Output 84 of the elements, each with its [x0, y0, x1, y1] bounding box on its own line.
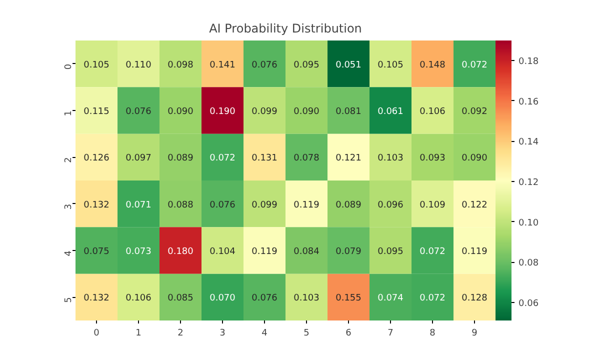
data-label: 0.085: [168, 294, 194, 304]
x-tick-label: 5: [304, 328, 310, 338]
data-label: 0.115: [84, 107, 110, 117]
x-tick-label: 0: [94, 328, 100, 338]
data-label: 0.099: [252, 107, 278, 117]
color-bar-label: 0.18: [518, 57, 539, 68]
data-label: 0.070: [210, 294, 236, 304]
data-label: 0.089: [336, 200, 362, 210]
x-tick-label: 7: [388, 328, 394, 338]
data-label: 0.093: [420, 154, 446, 164]
data-label: 0.097: [126, 154, 152, 164]
data-label: 0.076: [126, 107, 152, 117]
data-label: 0.078: [294, 154, 320, 164]
data-label: 0.119: [462, 247, 488, 257]
y-tick-label: 4: [64, 250, 74, 256]
data-label: 0.106: [126, 294, 152, 304]
data-label: 0.105: [84, 60, 110, 70]
data-label: 0.081: [336, 107, 362, 117]
data-label: 0.075: [84, 247, 110, 257]
data-label: 0.119: [252, 247, 278, 257]
data-label: 0.074: [378, 294, 404, 304]
x-tick-label: 9: [472, 328, 478, 338]
data-label: 0.095: [378, 247, 404, 257]
data-label: 0.109: [420, 200, 446, 210]
data-label: 0.105: [378, 60, 404, 70]
color-bar-label: 0.16: [518, 97, 539, 108]
y-tick-label: 5: [64, 297, 74, 303]
data-label: 0.141: [210, 60, 236, 70]
y-tick-label: 0: [64, 64, 74, 70]
data-label: 0.076: [252, 60, 278, 70]
data-label: 0.155: [336, 294, 362, 304]
x-tick-label: 6: [346, 328, 352, 338]
y-tick-label: 3: [64, 204, 74, 210]
data-label: 0.071: [126, 200, 152, 210]
data-label: 0.126: [84, 154, 110, 164]
data-label: 0.132: [84, 200, 110, 210]
data-label: 0.110: [126, 60, 152, 70]
data-label: 0.090: [294, 107, 320, 117]
data-label: 0.072: [210, 154, 236, 164]
x-tick-label: 1: [136, 328, 142, 338]
data-label: 0.180: [168, 247, 194, 257]
data-label: 0.132: [84, 294, 110, 304]
y-tick-label: 1: [64, 110, 74, 116]
data-label: 0.072: [462, 60, 488, 70]
color-bar-label: 0.06: [518, 298, 539, 309]
x-tick-label: 8: [430, 328, 436, 338]
data-label: 0.148: [420, 60, 446, 70]
data-label: 0.103: [378, 154, 404, 164]
color-bar-label: 0.14: [518, 138, 539, 148]
data-label: 0.104: [210, 247, 236, 257]
data-label: 0.084: [294, 247, 320, 257]
data-label: 0.092: [462, 107, 488, 117]
data-label: 0.190: [210, 107, 236, 117]
color-bar-label: 0.12: [518, 178, 539, 188]
data-label: 0.121: [336, 154, 362, 164]
data-label: 0.128: [462, 294, 488, 304]
data-label: 0.073: [126, 247, 152, 257]
x-tick-label: 4: [262, 328, 268, 338]
data-label: 0.088: [168, 200, 194, 210]
data-label: 0.051: [336, 60, 362, 70]
color-bar-label: 0.10: [518, 218, 539, 228]
x-tick-label: 2: [178, 328, 184, 338]
data-label: 0.079: [336, 247, 362, 257]
y-tick-label: 2: [64, 157, 74, 163]
data-label: 0.103: [294, 294, 320, 304]
data-label: 0.076: [252, 294, 278, 304]
data-label: 0.090: [168, 107, 194, 117]
data-label: 0.076: [210, 200, 236, 210]
chart-title: AI Probability Distribution: [209, 22, 362, 36]
data-label: 0.106: [420, 107, 446, 117]
data-label: 0.072: [420, 294, 446, 304]
data-label: 0.131: [252, 154, 278, 164]
data-label: 0.061: [378, 107, 404, 117]
data-label: 0.072: [420, 247, 446, 257]
x-tick-label: 3: [220, 328, 226, 338]
data-label: 0.098: [168, 60, 194, 70]
data-label: 0.090: [462, 154, 488, 164]
data-label: 0.095: [294, 60, 320, 70]
data-label: 0.089: [168, 154, 194, 164]
data-label: 0.099: [252, 200, 278, 210]
data-label: 0.096: [378, 200, 404, 210]
color-bar-label: 0.08: [518, 258, 539, 269]
data-label: 0.119: [294, 200, 320, 210]
data-label: 0.122: [462, 200, 488, 210]
